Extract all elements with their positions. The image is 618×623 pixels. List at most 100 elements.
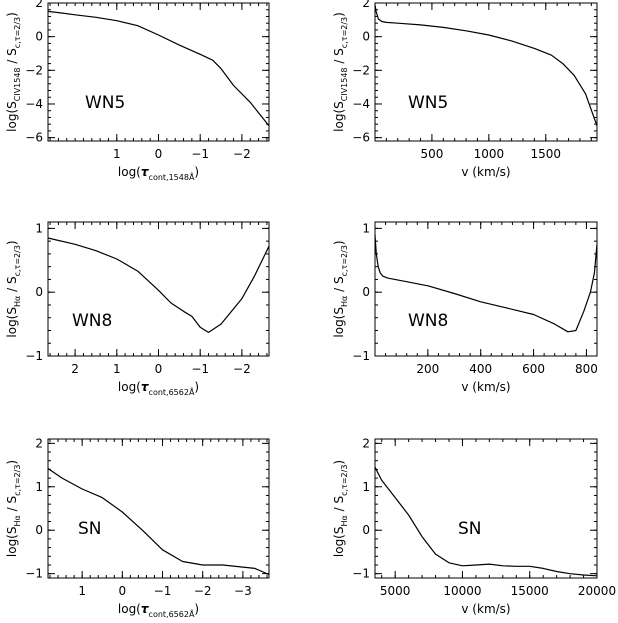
x-tick-label: 400 [469, 362, 492, 376]
y-axis-title-text: log(S [5, 101, 19, 132]
plot-frame [374, 221, 598, 357]
y-tick-label: −1 [25, 567, 43, 581]
y-tick-label: 2 [35, 436, 43, 450]
y-tick-label: −1 [25, 349, 43, 363]
x-axis-title-text: v (km/s) [461, 380, 510, 394]
x-tick-label: 1 [78, 584, 86, 598]
y-axis-title-text: / S [332, 496, 346, 515]
y-tick-label: 0 [362, 285, 370, 299]
y-tick-label: 1 [362, 480, 370, 494]
y-axis-title-close: ) [5, 240, 19, 245]
x-tick-label: −1 [191, 362, 209, 376]
y-axis-title-close: ) [332, 240, 346, 245]
series-line [374, 234, 598, 333]
x-axis-title-subscript: cont,1548Å [149, 171, 195, 182]
y-axis-title-text: log(S [332, 307, 346, 338]
y-tick-label: 2 [362, 436, 370, 450]
x-tick-label: −1 [191, 147, 209, 161]
y-tick-label: 0 [35, 285, 43, 299]
y-tick-label: 1 [362, 221, 370, 235]
panel-label: WN8 [72, 311, 112, 331]
panel-p4: 200 400 600 800 1 0 −1 WN8 v (km/s) log(SHα / Sc,… [332, 221, 598, 394]
y-axis-title: log(SCIV1548 / Sc,τ=2/3) [332, 12, 349, 132]
y-tick-label: 1 [35, 221, 43, 235]
panel-label: WN5 [85, 93, 125, 113]
x-tick-label: −2 [194, 584, 212, 598]
x-axis-title: log(τcont,6562Å) [118, 602, 199, 619]
y-axis-title-text: log(S [5, 527, 19, 558]
x-axis-title: v (km/s) [461, 602, 510, 616]
y-axis-title-subscript: Hα [13, 296, 22, 307]
y-axis-title-close: ) [5, 460, 19, 465]
y-axis-title-text: / S [5, 48, 19, 67]
y-axis-title-subscript: c,τ=2/3 [340, 17, 349, 48]
panel-label: WN8 [408, 311, 448, 331]
y-axis-title-subscript: c,τ=2/3 [13, 17, 22, 48]
x-axis-title-symbol: τ [141, 380, 149, 394]
x-axis-title-symbol: τ [141, 165, 149, 179]
x-tick-label: 0 [155, 362, 163, 376]
y-axis-title-text: / S [332, 48, 346, 67]
x-axis-title-symbol: τ [141, 602, 149, 616]
x-tick-label: 2 [71, 362, 79, 376]
x-tick-label: 800 [575, 362, 598, 376]
panel-p2: 500 1000 1500 2 0 −2 −4 −6 WN5 v (km/s) log(SCIV15… [332, 0, 598, 179]
x-axis-title-close: ) [194, 602, 199, 616]
y-axis-title: log(SCIV1548 / Sc,τ=2/3) [5, 12, 22, 132]
x-tick-label: 200 [416, 362, 439, 376]
plot-frame [47, 438, 270, 579]
y-axis-title-text: log(S [332, 527, 346, 558]
x-axis-title-text: log( [118, 165, 141, 179]
y-tick-label: −6 [25, 131, 43, 145]
y-axis-title-close: ) [5, 12, 19, 17]
x-tick-label: 1000 [474, 147, 505, 161]
y-tick-label: −6 [352, 131, 370, 145]
y-tick-label: 0 [362, 523, 370, 537]
y-axis-title-close: ) [332, 12, 346, 17]
x-axis-title-text: v (km/s) [461, 165, 510, 179]
y-axis-title-subscript: Hα [13, 515, 22, 526]
x-tick-label: 1 [113, 362, 121, 376]
y-axis-title-close: ) [332, 460, 346, 465]
x-tick-label: 1500 [530, 147, 561, 161]
y-tick-label: −1 [352, 349, 370, 363]
y-axis-title: log(SHα / Sc,τ=2/3) [332, 460, 349, 557]
panel-label: WN5 [408, 93, 448, 113]
y-tick-label: −4 [352, 97, 370, 111]
y-axis-title-text: / S [332, 276, 346, 295]
x-tick-label: 20000 [578, 584, 616, 598]
plot-frame [374, 2, 598, 142]
y-axis-title-subscript: c,τ=2/3 [340, 245, 349, 276]
x-tick-label: −3 [234, 584, 252, 598]
y-tick-label: −2 [352, 63, 370, 77]
x-tick-label: 0 [155, 147, 163, 161]
y-axis-title: log(SHα / Sc,τ=2/3) [5, 460, 22, 557]
plot-frame [374, 438, 598, 579]
y-axis-title-text: / S [5, 276, 19, 295]
x-axis-title-text: log( [118, 602, 141, 616]
panel-label: SN [458, 519, 482, 539]
x-axis-title: log(τcont,6562Å) [118, 380, 199, 397]
x-tick-label: 0 [119, 584, 127, 598]
series-line [47, 468, 270, 576]
y-axis-title-subscript: c,τ=2/3 [13, 465, 22, 496]
panel-p1: 1 0 −1 −220−2−4−6WN5log(τcont,1548Å)log(SCI… [5, 0, 270, 182]
y-tick-label: −2 [25, 63, 43, 77]
panel-p3: 2 1 0 −1 −2 1 0 −1 WN8 log(τcont,6562Å) log(SHα / … [5, 221, 270, 397]
x-tick-label: 500 [420, 147, 443, 161]
x-tick-label: −1 [154, 584, 172, 598]
series-line [374, 466, 598, 577]
y-tick-label: 2 [362, 0, 370, 10]
y-tick-label: 2 [35, 0, 43, 10]
x-tick-label: 600 [522, 362, 545, 376]
y-axis-title-subscript: CIV1548 [13, 67, 22, 101]
x-tick-label: −2 [233, 362, 251, 376]
x-tick-label: 5000 [380, 584, 411, 598]
plot-frame [47, 221, 270, 357]
x-tick-label: 10000 [443, 584, 481, 598]
y-tick-label: 1 [35, 480, 43, 494]
y-axis-title-text: log(S [332, 101, 346, 132]
y-axis-title-subscript: c,τ=2/3 [13, 245, 22, 276]
y-axis-title-text: log(S [5, 307, 19, 338]
